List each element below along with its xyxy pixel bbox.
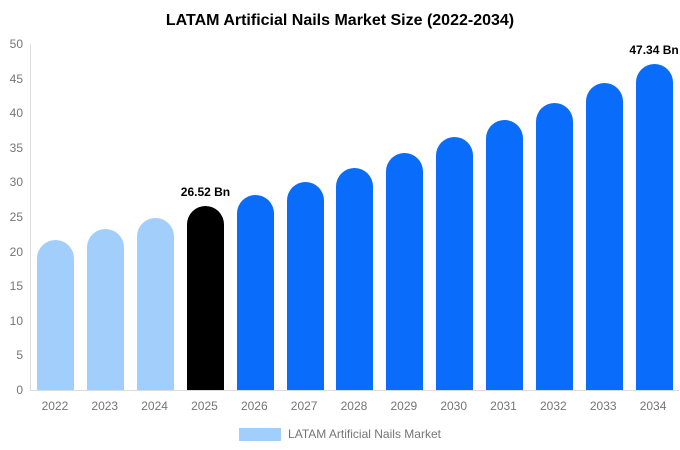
x-tick-label: 2032: [540, 399, 567, 413]
bar-2023: [87, 228, 125, 390]
bar-2034: [635, 64, 673, 390]
x-tick-label: 2028: [340, 399, 368, 413]
bar-2022: [37, 239, 75, 390]
bar-2024: [137, 218, 175, 390]
bar-column-2033: [579, 44, 629, 390]
y-tick-label: 10: [9, 313, 23, 328]
bar-2026: [236, 194, 274, 390]
bar-column-2032: [529, 44, 579, 390]
x-tick-label: 2022: [41, 399, 69, 413]
x-tick-label: 2023: [91, 399, 119, 413]
bar-2032: [535, 102, 573, 390]
bar-column-2031: [480, 44, 530, 390]
x-tick-label: 2031: [490, 399, 517, 413]
x-tick-label: 2034: [639, 399, 667, 413]
bar-2027: [286, 181, 324, 390]
bar-2028: [336, 167, 374, 390]
bar-2029: [386, 152, 424, 390]
bar-2030: [436, 137, 474, 390]
x-tick-label: 2029: [390, 399, 418, 413]
bar-column-2023: [81, 44, 131, 390]
bar-column-2025: 26.52 Bn: [181, 44, 231, 390]
bar-column-2028: [330, 44, 380, 390]
bar-value-label: 26.52 Bn: [180, 185, 231, 200]
chart-title: LATAM Artificial Nails Market Size (2022…: [165, 12, 515, 29]
x-tick-label: 2033: [589, 399, 617, 413]
y-tick-label: 5: [16, 348, 23, 363]
x-tick-label: 2025: [191, 399, 218, 413]
y-tick-label: 15: [9, 279, 23, 294]
y-tick-label: 50: [9, 37, 23, 51]
bar-2031: [486, 120, 524, 390]
plot-area: 26.52 Bn 47.34 Bn: [30, 44, 679, 391]
bar-column-2034: 47.34 Bn: [629, 44, 679, 390]
bar-value-label: 47.34 Bn: [629, 43, 679, 57]
y-tick-label: 35: [9, 140, 23, 155]
y-tick-label: 0: [16, 383, 23, 397]
x-tick-label: 2026: [240, 399, 268, 413]
y-tick-label: 25: [9, 210, 23, 224]
bar-column-2027: [280, 44, 330, 390]
bar-column-2022: [31, 44, 81, 390]
y-tick-label: 40: [9, 106, 23, 121]
x-tick-label: 2024: [141, 399, 168, 413]
y-tick-label: 20: [9, 244, 23, 259]
bar-column-2030: [430, 44, 480, 390]
y-tick-label: 30: [9, 175, 23, 190]
legend-swatch: [239, 427, 282, 441]
x-tick-label: 2030: [440, 399, 468, 413]
bar-column-2029: [380, 44, 430, 390]
x-axis: 2022 2023 2024 2025 2026 2027 2028 2029 2030 2031…: [30, 399, 678, 413]
bar-2025: [186, 206, 224, 390]
y-tick-label: 45: [9, 71, 23, 86]
bar-column-2026: [230, 44, 280, 390]
x-tick-label: 2027: [290, 399, 318, 413]
bar-column-2024: [131, 44, 181, 390]
bar-2033: [585, 83, 623, 390]
legend-label: LATAM Artificial Nails Market: [288, 427, 441, 441]
legend: LATAM Artificial Nails Market: [0, 427, 680, 441]
